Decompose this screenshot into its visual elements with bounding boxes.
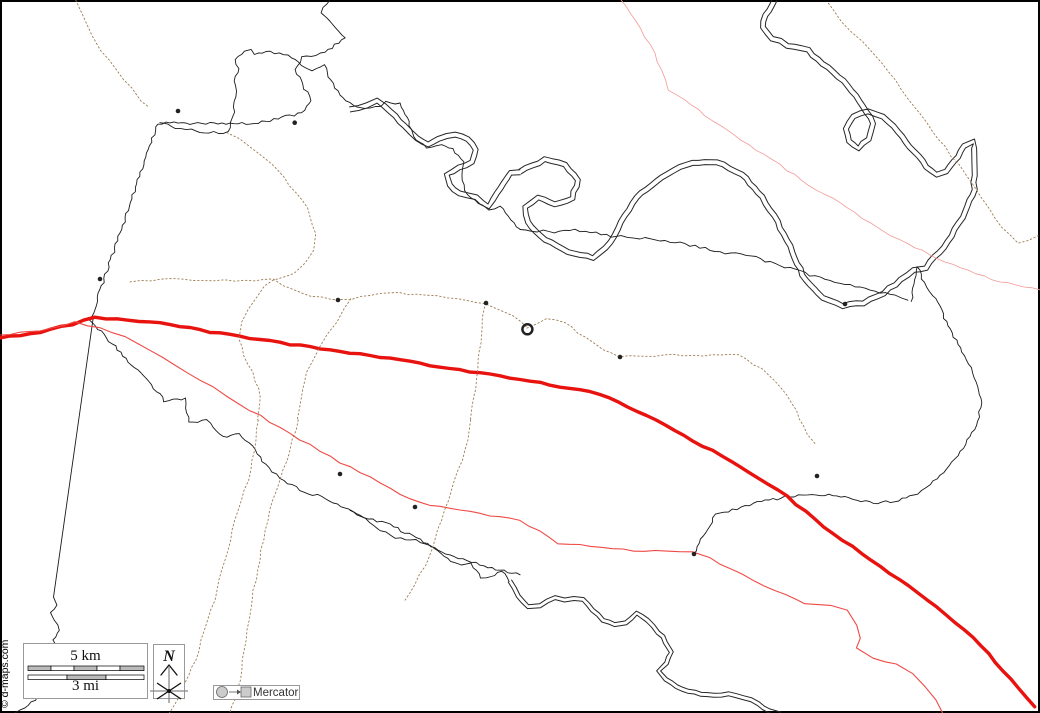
svg-text:N: N (162, 648, 176, 665)
